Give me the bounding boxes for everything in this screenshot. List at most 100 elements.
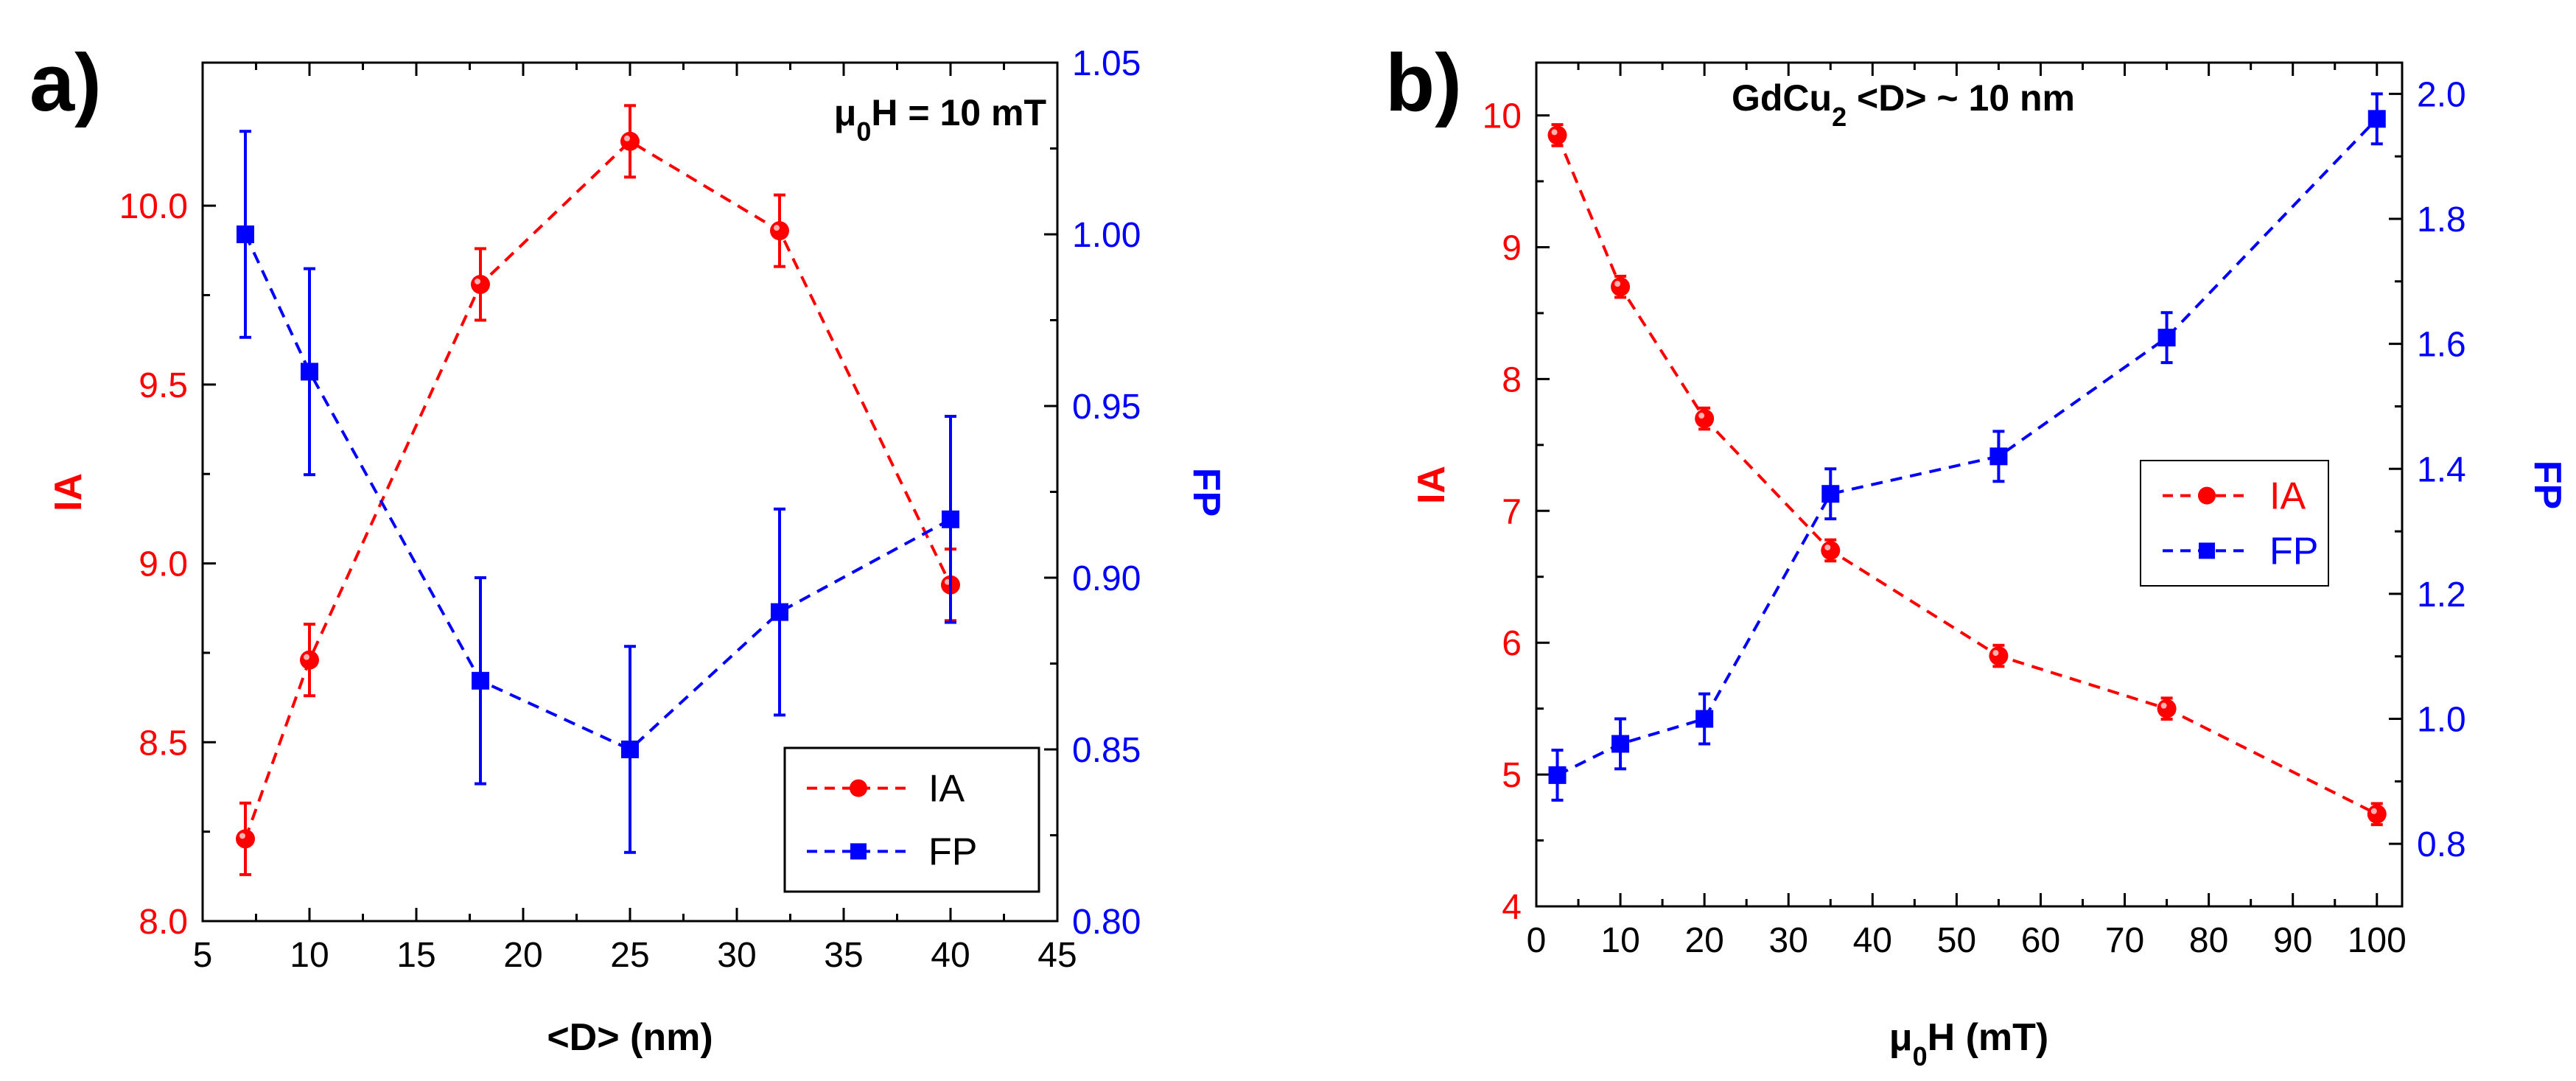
data-point-fp bbox=[2367, 110, 2386, 128]
data-point-ia bbox=[2367, 804, 2387, 824]
x-tick-label: 20 bbox=[1684, 921, 1723, 960]
data-point-ia bbox=[770, 221, 789, 241]
data-point-highlight bbox=[304, 654, 309, 660]
y-left-axis-title: IA bbox=[1410, 466, 1453, 504]
series-line-fp bbox=[244, 234, 951, 752]
data-point-highlight bbox=[1551, 129, 1558, 136]
legend-marker-square bbox=[2199, 542, 2215, 559]
x-axis-title-prefix: μ bbox=[1889, 1016, 1913, 1059]
x-tick-label: 80 bbox=[2189, 921, 2228, 960]
x-tick-label: 35 bbox=[824, 936, 863, 975]
data-point-ia bbox=[2157, 699, 2177, 718]
y-right-tick-label: 0.90 bbox=[1072, 559, 1141, 598]
y-right-tick-label: 1.8 bbox=[2417, 200, 2466, 239]
y-left-tick-label: 9.5 bbox=[139, 366, 188, 405]
data-point-fp bbox=[1548, 766, 1567, 784]
series-line-fp bbox=[1556, 117, 2379, 777]
annotation-sub: 0 bbox=[856, 116, 871, 147]
y-right-tick-label: 1.0 bbox=[2417, 701, 2466, 740]
x-tick-label: 20 bbox=[503, 936, 542, 975]
x-tick-label: 15 bbox=[396, 936, 435, 975]
x-tick-label: 45 bbox=[1037, 936, 1077, 975]
y-right-tick-label: 1.05 bbox=[1072, 44, 1141, 83]
data-point-fp bbox=[942, 510, 959, 528]
x-axis-title: μ0H (mT) bbox=[1889, 1016, 2049, 1071]
y-right-axis-title: FP bbox=[1185, 468, 1228, 517]
legend-label-ia: IA bbox=[928, 768, 965, 811]
panel-label: b) bbox=[1385, 38, 1462, 128]
series-line-ia bbox=[244, 139, 952, 840]
series-ia bbox=[1547, 123, 2387, 827]
y-right-axis-title: FP bbox=[2526, 461, 2569, 509]
y-left-tick-label: 10.0 bbox=[119, 187, 188, 226]
y-left-tick-label: 6 bbox=[1502, 624, 1522, 663]
legend-marker-circle bbox=[850, 779, 867, 797]
data-point-fp bbox=[237, 225, 254, 243]
data-point-highlight bbox=[2370, 808, 2377, 814]
legend-label-ia: IA bbox=[2269, 475, 2306, 518]
data-point-highlight bbox=[624, 135, 630, 141]
x-tick-label: 10 bbox=[1600, 921, 1639, 960]
panel-b: b)0 10 20 30 40 50 60 70 80 90 100456789100.81.01.… bbox=[1385, 38, 2569, 1071]
annotation: μ0H = 10 mT bbox=[834, 92, 1046, 147]
x-tick-label: 40 bbox=[1853, 921, 1892, 960]
data-point-fp bbox=[1989, 447, 2008, 466]
data-point-ia bbox=[1821, 540, 1841, 560]
x-tick-label: 70 bbox=[2105, 921, 2144, 960]
legend-label-fp: FP bbox=[2269, 530, 2318, 573]
data-point-ia bbox=[1611, 277, 1631, 297]
data-point-highlight bbox=[1992, 650, 1999, 657]
data-point-ia bbox=[471, 274, 490, 294]
data-point-highlight bbox=[774, 225, 780, 231]
x-tick-label: 60 bbox=[2021, 921, 2060, 960]
data-point-ia bbox=[1547, 125, 1567, 145]
x-tick-label: 30 bbox=[1769, 921, 1808, 960]
x-tick-label: 10 bbox=[290, 936, 329, 975]
y-left-tick-label: 8.5 bbox=[139, 724, 188, 763]
y-left-tick-label: 5 bbox=[1502, 756, 1522, 795]
data-point-fp bbox=[771, 603, 788, 621]
data-point-highlight bbox=[1698, 413, 1705, 419]
y-left-tick-label: 9 bbox=[1502, 228, 1522, 267]
y-right-tick-label: 0.80 bbox=[1072, 903, 1141, 942]
y-left-tick-label: 10 bbox=[1483, 97, 1522, 136]
x-axis-title-sub: 0 bbox=[1913, 1041, 1928, 1071]
legend-marker-circle bbox=[2198, 486, 2216, 505]
x-tick-label: 25 bbox=[610, 936, 649, 975]
annotation-prefix: GdCu bbox=[1732, 77, 1832, 119]
annotation: GdCu2 <D> ~ 10 nm bbox=[1732, 77, 2075, 132]
y-right-tick-label: 2.0 bbox=[2417, 75, 2466, 114]
x-tick-label: 30 bbox=[717, 936, 756, 975]
panel-a: a) 5 10 15 20 25 30 35 40 45 8.0 8.5 9.0 9.5 10.0 0.80 0… bbox=[29, 38, 1228, 1059]
y-right-tick-label: 1.00 bbox=[1072, 216, 1141, 255]
data-point-fp bbox=[1821, 485, 1840, 503]
legend: IA FP bbox=[2140, 460, 2329, 587]
data-point-fp bbox=[472, 671, 489, 690]
y-left-tick-label: 8 bbox=[1502, 360, 1522, 399]
data-point-highlight bbox=[475, 278, 480, 284]
legend-box bbox=[2140, 460, 2329, 587]
y-right-tick-label: 1.4 bbox=[2417, 450, 2466, 489]
legend-label-fp: FP bbox=[928, 830, 977, 873]
data-point-highlight bbox=[2160, 702, 2167, 709]
data-point-fp bbox=[621, 741, 639, 758]
x-tick-label: 100 bbox=[2348, 921, 2407, 960]
data-point-highlight bbox=[239, 833, 245, 839]
data-point-ia bbox=[236, 829, 255, 849]
x-tick-label: 5 bbox=[193, 936, 213, 975]
plot-frame bbox=[1535, 61, 2404, 908]
data-point-ia bbox=[300, 650, 319, 670]
data-point-ia bbox=[1695, 409, 1715, 429]
y-left-tick-label: 8.0 bbox=[139, 903, 188, 942]
x-tick-label: 40 bbox=[931, 936, 970, 975]
data-point-fp bbox=[1695, 710, 1714, 728]
data-point-fp bbox=[1611, 735, 1630, 753]
data-point-fp bbox=[301, 363, 318, 381]
y-right-tick-label: 0.85 bbox=[1072, 731, 1141, 770]
legend: IA FP bbox=[783, 746, 1040, 893]
y-right-tick-label: 1.6 bbox=[2417, 326, 2466, 365]
data-point-highlight bbox=[1824, 544, 1831, 550]
annotation-prefix: μ bbox=[834, 92, 857, 133]
y-left-axis-title: IA bbox=[47, 473, 90, 511]
